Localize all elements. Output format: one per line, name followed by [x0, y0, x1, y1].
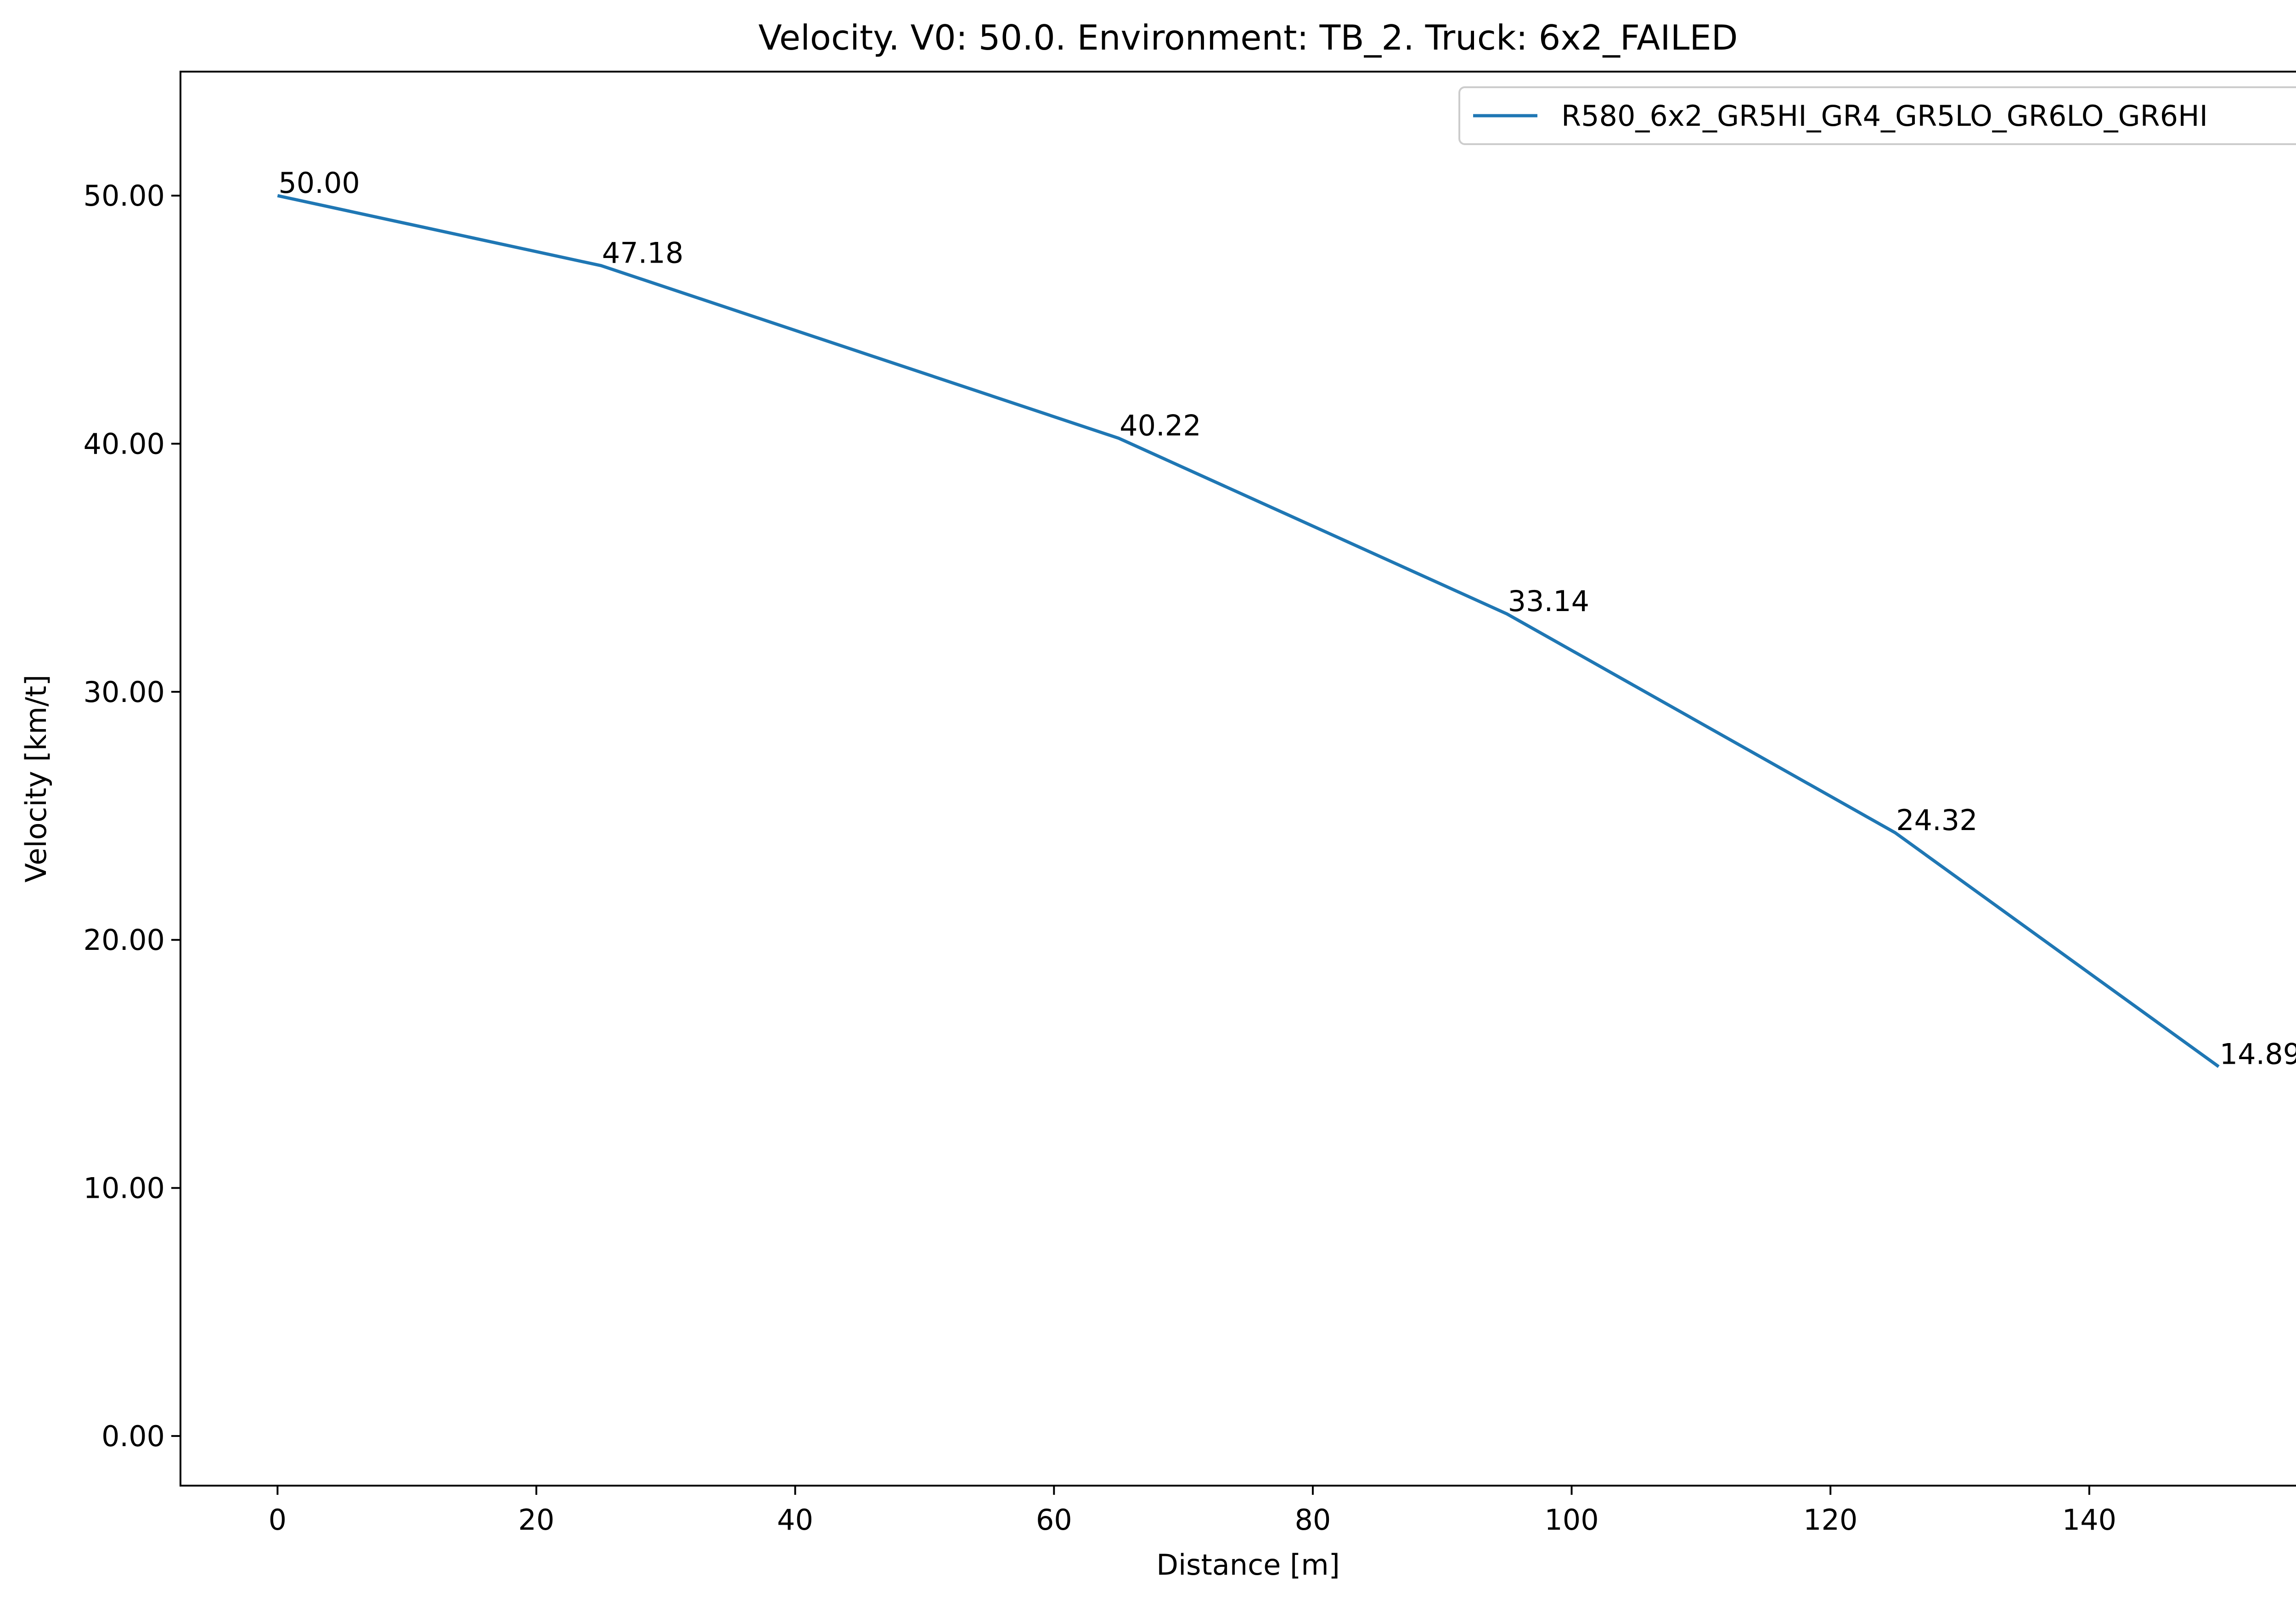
data-point-label: 47.18: [602, 236, 684, 270]
legend-label: R580_6x2_GR5HI_GR4_GR5LO_GR6LO_GR6HI: [1561, 99, 2208, 133]
y-tick-label: 10.00: [84, 1172, 165, 1205]
x-tick-label: 120: [1803, 1503, 1857, 1537]
y-tick-label: 30.00: [84, 675, 165, 709]
x-tick-label: 40: [777, 1503, 813, 1537]
y-tick-label: 20.00: [84, 923, 165, 957]
chart-title: Velocity. V0: 50.0. Environment: TB_2. T…: [758, 17, 1738, 58]
plot-area-background: [180, 72, 2296, 1486]
y-axis-label: Velocity [km/t]: [19, 675, 53, 883]
x-tick-label: 0: [269, 1503, 287, 1537]
data-point-label: 40.22: [1120, 409, 1201, 443]
data-point-label: 24.32: [1896, 803, 1978, 837]
plot-area-frame: [180, 71, 2296, 1487]
y-tick-label: 40.00: [84, 427, 165, 461]
y-tick-label: 50.00: [84, 179, 165, 213]
x-tick-label: 140: [2062, 1503, 2116, 1537]
series-layer: [277, 194, 2220, 1068]
series-line: [277, 194, 2220, 1068]
x-tick-label: 80: [1294, 1503, 1331, 1537]
legend: R580_6x2_GR5HI_GR4_GR5LO_GR6LO_GR6HI: [1458, 86, 2296, 145]
legend-box: [1458, 86, 2296, 145]
data-labels: 50.00 47.18 40.22 33.14 24.32 14.89: [278, 166, 2296, 1071]
y-axis-ticks: 0.00 10.00 20.00 30.00 40.00 50.00: [84, 179, 180, 1453]
x-tick-label: 20: [518, 1503, 555, 1537]
x-axis-label: Distance [m]: [1156, 1548, 1340, 1582]
x-tick-label: 100: [1544, 1503, 1598, 1537]
data-point-label: 50.00: [278, 166, 360, 200]
data-point-label: 33.14: [1508, 584, 1590, 618]
y-tick-label: 0.00: [101, 1420, 165, 1453]
x-axis-ticks: 0 20 40 60 80 100 120 140: [269, 1486, 2116, 1537]
data-point-label: 14.89: [2220, 1037, 2296, 1071]
x-tick-label: 60: [1036, 1503, 1072, 1537]
